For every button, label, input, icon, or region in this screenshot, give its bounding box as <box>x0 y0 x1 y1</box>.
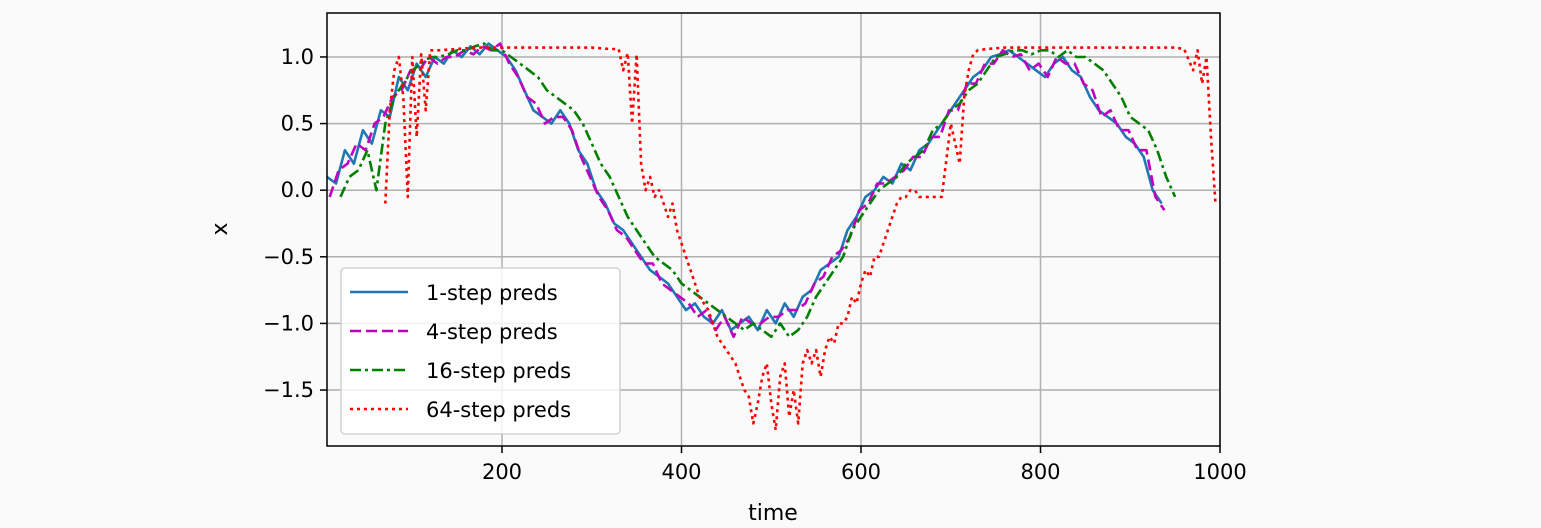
x-tick-label: 1000 <box>1193 460 1246 484</box>
y-tick-label: −1.0 <box>263 311 314 335</box>
y-tick-label: −0.5 <box>263 245 314 269</box>
legend-label: 1-step preds <box>426 281 558 305</box>
legend-box <box>340 267 621 435</box>
series-line-2 <box>328 42 1166 339</box>
y-tick-label: 0.5 <box>281 112 314 136</box>
y-tick-label: 0.0 <box>281 178 314 202</box>
x-tick-label: 600 <box>841 460 881 484</box>
legend-label: 64-step preds <box>426 398 571 422</box>
y-tick-label: 1.0 <box>281 45 314 69</box>
series-lines <box>326 42 1217 432</box>
y-tick-label: −1.5 <box>263 378 314 402</box>
x-tick-label: 200 <box>482 460 522 484</box>
x-axis: 200 400 600 800 1000 <box>482 446 1247 484</box>
series-line-4 <box>384 46 1217 432</box>
y-axis: 1.0 0.5 0.0 −0.5 −1.0 −1.5 <box>263 45 327 402</box>
legend-label: 16-step preds <box>426 359 571 383</box>
legend: 1-step preds 4-step preds 16-step preds 64-… <box>340 267 621 435</box>
legend-label: 4-step preds <box>426 320 558 344</box>
x-tick-label: 400 <box>661 460 701 484</box>
series-line-1 <box>326 42 1163 332</box>
y-axis-label: x <box>208 222 233 235</box>
x-axis-label: time <box>748 501 798 526</box>
x-tick-label: 800 <box>1020 460 1060 484</box>
plot-frame <box>326 12 1221 447</box>
